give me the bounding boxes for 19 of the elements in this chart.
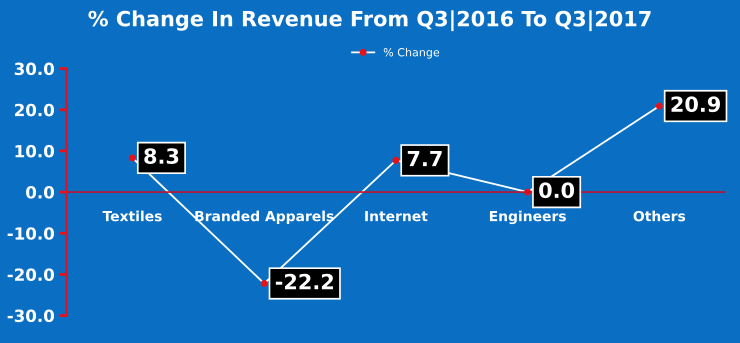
- y-tick-label: 10.0: [16, 144, 54, 158]
- chart-title: % Change In Revenue From Q3|2016 To Q3|2017: [88, 10, 651, 32]
- data-label: 20.9: [672, 96, 720, 112]
- y-tick-label: 30.0: [14, 62, 54, 76]
- y-tick-label: 20.0: [14, 104, 54, 116]
- data-label: 0.0: [539, 182, 574, 198]
- x-tick-label: Textiles: [102, 210, 162, 222]
- x-tick-label: Others: [634, 210, 686, 222]
- x-tick-label: Engineers: [490, 210, 566, 224]
- legend-label: % Change: [384, 48, 440, 59]
- data-label: 7.7: [408, 150, 442, 166]
- data-label: -22.2: [276, 274, 333, 290]
- y-tick-label: 0.0: [26, 186, 54, 199]
- data-label: 8.3: [144, 148, 178, 164]
- y-tick-label: -30.0: [8, 310, 54, 322]
- x-tick-label: Internet: [365, 211, 428, 222]
- y-tick-label: -10.0: [8, 227, 54, 240]
- y-tick-label: -20.0: [8, 268, 54, 281]
- x-tick-label: Branded Apparels: [195, 210, 334, 224]
